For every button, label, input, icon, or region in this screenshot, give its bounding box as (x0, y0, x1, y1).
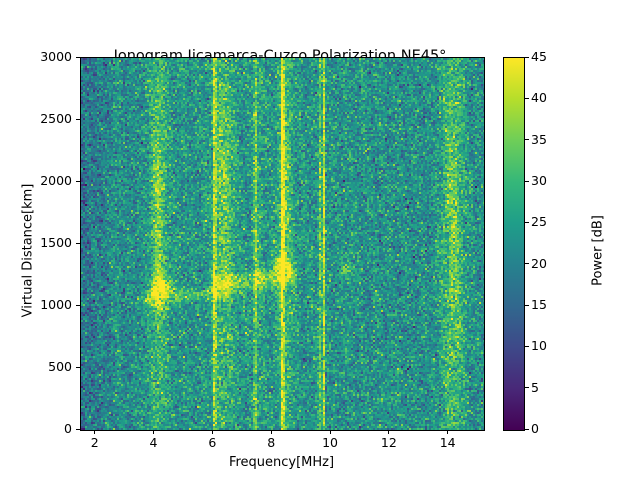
y-tick-mark (76, 242, 80, 244)
colorbar-tick-label: 20 (531, 255, 547, 271)
x-tick-mark (211, 430, 213, 434)
colorbar-tick-label: 5 (531, 379, 539, 395)
colorbar-tick-mark (525, 345, 529, 347)
colorbar-tick-mark (525, 139, 529, 141)
colorbar-tick-mark (525, 180, 529, 182)
colorbar-tick-mark (525, 387, 529, 389)
colorbar-tick-label: 25 (531, 214, 547, 230)
colorbar-tick-label: 35 (531, 131, 547, 147)
x-tick-label: 14 (439, 435, 456, 450)
x-tick-label: 10 (322, 435, 338, 450)
colorbar-tick-label: 40 (531, 90, 547, 106)
y-tick-mark (76, 56, 80, 58)
x-tick-mark (153, 430, 155, 434)
x-tick-mark (329, 430, 331, 434)
y-tick-label: 1500 (40, 235, 72, 250)
y-tick-mark (76, 428, 80, 430)
x-tick-mark (447, 430, 449, 434)
x-tick-label: 6 (208, 435, 217, 450)
colorbar-tick-label: 10 (531, 338, 547, 354)
y-tick-label: 1000 (40, 297, 72, 312)
y-tick-label: 3000 (40, 49, 72, 64)
y-tick-label: 0 (64, 421, 72, 436)
colorbar-tick-mark (525, 428, 529, 430)
colorbar-tick-mark (525, 304, 529, 306)
x-axis-label: Frequency[MHz] (228, 455, 335, 470)
colorbar-label: Power [dB] (590, 215, 606, 286)
y-axis-label: Virtual Distance[km] (20, 183, 36, 318)
y-tick-mark (76, 366, 80, 368)
y-tick-label: 500 (48, 359, 72, 374)
ionogram-heatmap-canvas (81, 58, 484, 430)
colorbar-tick-mark (525, 221, 529, 223)
x-tick-label: 12 (380, 435, 397, 450)
x-tick-label: 2 (90, 435, 99, 450)
x-tick-mark (94, 430, 96, 434)
colorbar-tick-mark (525, 263, 529, 265)
plot-area (80, 57, 485, 431)
colorbar-tick-label: 30 (531, 173, 547, 188)
x-tick-label: 8 (267, 435, 276, 450)
colorbar-tick-label: 0 (531, 421, 539, 436)
y-tick-mark (76, 118, 80, 120)
colorbar (503, 57, 525, 431)
y-tick-label: 2500 (40, 111, 72, 126)
x-tick-label: 4 (149, 435, 158, 450)
y-tick-mark (76, 304, 80, 306)
y-tick-label: 2000 (40, 173, 72, 188)
colorbar-gradient (504, 58, 524, 430)
x-tick-mark (388, 430, 390, 434)
colorbar-tick-label: 45 (531, 49, 547, 64)
x-tick-mark (270, 430, 272, 434)
y-tick-mark (76, 180, 80, 182)
colorbar-tick-mark (525, 97, 529, 99)
colorbar-tick-mark (525, 56, 529, 58)
colorbar-tick-label: 15 (531, 297, 547, 312)
